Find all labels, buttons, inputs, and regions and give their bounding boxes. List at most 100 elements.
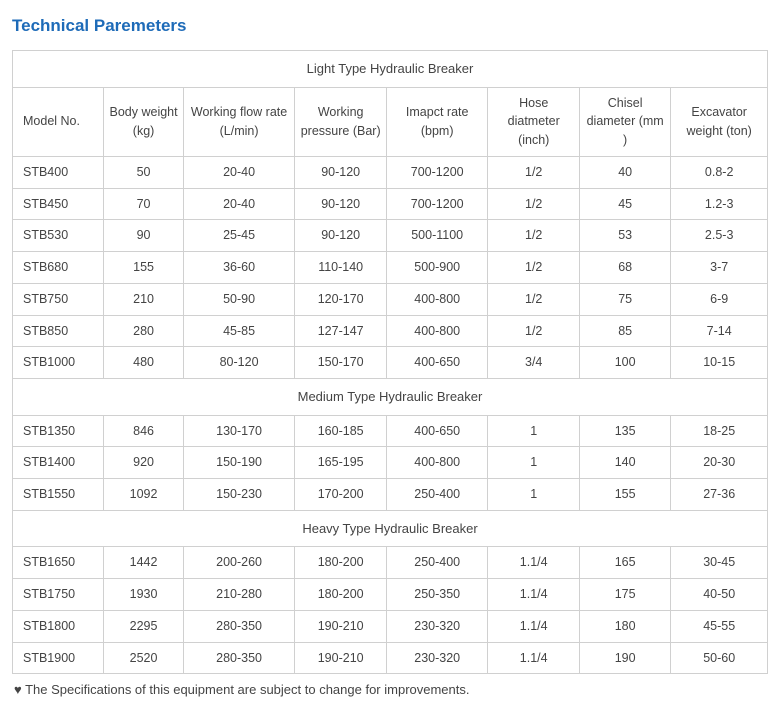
column-header: Excavator weight (ton)	[671, 87, 768, 156]
data-cell: 20-40	[183, 156, 295, 188]
section-title: Heavy Type Hydraulic Breaker	[13, 510, 768, 547]
data-cell: 80-120	[183, 347, 295, 379]
column-header: Working flow rate (L/min)	[183, 87, 295, 156]
data-cell: 1/2	[488, 156, 579, 188]
specs-table: Light Type Hydraulic BreakerModel No.Bod…	[12, 50, 768, 674]
data-cell: 180-200	[295, 579, 386, 611]
data-cell: 920	[104, 447, 183, 479]
data-cell: 1930	[104, 579, 183, 611]
data-cell: 0.8-2	[671, 156, 768, 188]
table-row: STB4005020-4090-120700-12001/2400.8-2	[13, 156, 768, 188]
table-row: STB85028045-85127-147400-8001/2857-14	[13, 315, 768, 347]
data-cell: 1	[488, 415, 579, 447]
data-cell: 50-90	[183, 283, 295, 315]
model-cell: STB1750	[13, 579, 104, 611]
data-cell: 110-140	[295, 252, 386, 284]
data-cell: 170-200	[295, 479, 386, 511]
model-cell: STB850	[13, 315, 104, 347]
data-cell: 1/2	[488, 252, 579, 284]
table-row: STB75021050-90120-170400-8001/2756-9	[13, 283, 768, 315]
data-cell: 210	[104, 283, 183, 315]
data-cell: 10-15	[671, 347, 768, 379]
data-cell: 280-350	[183, 642, 295, 674]
data-cell: 2295	[104, 610, 183, 642]
table-row: STB17501930210-280180-200250-3501.1/4175…	[13, 579, 768, 611]
data-cell: 90-120	[295, 220, 386, 252]
data-cell: 150-170	[295, 347, 386, 379]
data-cell: 190-210	[295, 642, 386, 674]
model-cell: STB1350	[13, 415, 104, 447]
data-cell: 500-1100	[386, 220, 488, 252]
column-header: Working pressure (Bar)	[295, 87, 386, 156]
data-cell: 1.1/4	[488, 547, 579, 579]
data-cell: 25-45	[183, 220, 295, 252]
data-cell: 127-147	[295, 315, 386, 347]
data-cell: 90	[104, 220, 183, 252]
data-cell: 230-320	[386, 610, 488, 642]
data-cell: 90-120	[295, 188, 386, 220]
data-cell: 100	[579, 347, 670, 379]
column-header: Model No.	[13, 87, 104, 156]
data-cell: 27-36	[671, 479, 768, 511]
data-cell: 1.1/4	[488, 642, 579, 674]
data-cell: 200-260	[183, 547, 295, 579]
data-cell: 230-320	[386, 642, 488, 674]
model-cell: STB1400	[13, 447, 104, 479]
data-cell: 1.1/4	[488, 610, 579, 642]
data-cell: 180-200	[295, 547, 386, 579]
column-header: Chisel diameter (mm )	[579, 87, 670, 156]
data-cell: 400-650	[386, 415, 488, 447]
data-cell: 160-185	[295, 415, 386, 447]
data-cell: 45-55	[671, 610, 768, 642]
data-cell: 18-25	[671, 415, 768, 447]
data-cell: 1	[488, 447, 579, 479]
data-cell: 400-650	[386, 347, 488, 379]
data-cell: 250-400	[386, 479, 488, 511]
data-cell: 2520	[104, 642, 183, 674]
data-cell: 250-400	[386, 547, 488, 579]
data-cell: 846	[104, 415, 183, 447]
table-row: STB16501442200-260180-200250-4001.1/4165…	[13, 547, 768, 579]
data-cell: 190-210	[295, 610, 386, 642]
data-cell: 75	[579, 283, 670, 315]
data-cell: 155	[579, 479, 670, 511]
data-cell: 70	[104, 188, 183, 220]
model-cell: STB400	[13, 156, 104, 188]
table-row: STB1400920150-190165-195400-800114020-30	[13, 447, 768, 479]
data-cell: 3-7	[671, 252, 768, 284]
footnote: ♥ The Specifications of this equipment a…	[12, 682, 768, 697]
section-title: Medium Type Hydraulic Breaker	[13, 379, 768, 416]
data-cell: 1092	[104, 479, 183, 511]
data-cell: 280-350	[183, 610, 295, 642]
table-row: STB18002295280-350190-210230-3201.1/4180…	[13, 610, 768, 642]
data-cell: 140	[579, 447, 670, 479]
data-cell: 3/4	[488, 347, 579, 379]
model-cell: STB1800	[13, 610, 104, 642]
data-cell: 150-190	[183, 447, 295, 479]
data-cell: 53	[579, 220, 670, 252]
data-cell: 20-40	[183, 188, 295, 220]
data-cell: 480	[104, 347, 183, 379]
table-row: STB5309025-4590-120500-11001/2532.5-3	[13, 220, 768, 252]
data-cell: 1.2-3	[671, 188, 768, 220]
data-cell: 20-30	[671, 447, 768, 479]
data-cell: 1.1/4	[488, 579, 579, 611]
data-cell: 180	[579, 610, 670, 642]
data-cell: 210-280	[183, 579, 295, 611]
data-cell: 155	[104, 252, 183, 284]
data-cell: 165-195	[295, 447, 386, 479]
data-cell: 30-45	[671, 547, 768, 579]
data-cell: 400-800	[386, 283, 488, 315]
table-row: STB4507020-4090-120700-12001/2451.2-3	[13, 188, 768, 220]
data-cell: 130-170	[183, 415, 295, 447]
data-cell: 50	[104, 156, 183, 188]
data-cell: 36-60	[183, 252, 295, 284]
data-cell: 190	[579, 642, 670, 674]
table-row: STB19002520280-350190-210230-3201.1/4190…	[13, 642, 768, 674]
data-cell: 400-800	[386, 447, 488, 479]
data-cell: 1/2	[488, 283, 579, 315]
page-title: Technical Paremeters	[12, 16, 768, 36]
data-cell: 400-800	[386, 315, 488, 347]
column-header: Hose diatmeter (inch)	[488, 87, 579, 156]
data-cell: 1442	[104, 547, 183, 579]
